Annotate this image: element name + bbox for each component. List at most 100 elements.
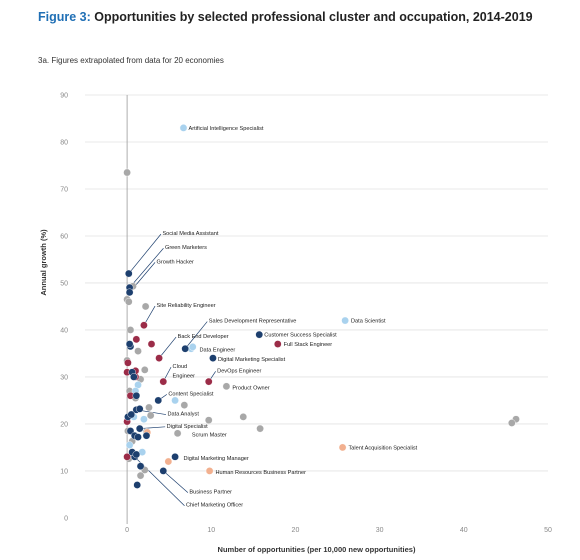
x-tick-label: 0 bbox=[125, 527, 129, 534]
data-point bbox=[132, 335, 141, 344]
figure-title-text: Opportunities by selected professional c… bbox=[94, 10, 533, 24]
data-point bbox=[180, 401, 189, 409]
data-point bbox=[126, 326, 135, 334]
y-tick-label: 30 bbox=[60, 374, 68, 381]
y-tick-label: 0 bbox=[64, 515, 68, 522]
y-tick-label: 40 bbox=[60, 327, 68, 334]
data-point bbox=[125, 288, 134, 297]
data-point bbox=[239, 413, 248, 421]
data-point bbox=[164, 457, 173, 466]
y-tick-label: 20 bbox=[60, 421, 68, 428]
y-tick-label: 50 bbox=[60, 280, 68, 287]
data-point bbox=[273, 340, 282, 348]
x-tick-label: 10 bbox=[207, 527, 215, 534]
x-tick-label: 20 bbox=[292, 527, 300, 534]
data-point bbox=[132, 450, 141, 459]
point-label: Green Marketers bbox=[165, 245, 207, 251]
data-point bbox=[124, 359, 132, 367]
leader-line bbox=[139, 426, 166, 429]
point-label: Customer Success Specialist bbox=[264, 333, 337, 339]
data-point bbox=[255, 330, 264, 339]
data-point bbox=[256, 424, 264, 433]
leader-line bbox=[163, 470, 189, 493]
point-label: Digital Marketing Specialist bbox=[218, 357, 286, 363]
data-point bbox=[171, 453, 179, 461]
data-point bbox=[179, 124, 188, 132]
point-label: Data Engineer bbox=[199, 348, 235, 354]
data-point bbox=[140, 366, 149, 374]
point-label: Digital Specialist bbox=[167, 424, 208, 430]
leader-line bbox=[158, 336, 177, 359]
y-tick-label: 10 bbox=[60, 468, 68, 475]
figure-subtitle: 3a. Figures extrapolated from data for 2… bbox=[38, 56, 224, 65]
leader-line bbox=[184, 321, 208, 349]
data-point bbox=[222, 382, 231, 391]
point-label: Digital Marketing Manager bbox=[183, 456, 248, 462]
data-point bbox=[154, 396, 163, 405]
point-label: Talent Acquisition Specialist bbox=[348, 445, 417, 451]
point-label: Engineer bbox=[173, 374, 196, 380]
point-label: Human Resources Business Partner bbox=[215, 470, 306, 476]
point-label: Growth Hacker bbox=[157, 259, 194, 265]
point-label: Scrum Master bbox=[192, 433, 227, 439]
figure-label: Figure 3: bbox=[38, 10, 91, 24]
point-label: Site Reliability Engineer bbox=[157, 303, 216, 309]
data-point bbox=[124, 297, 133, 306]
data-point bbox=[173, 429, 182, 438]
leader-line bbox=[129, 248, 164, 288]
point-label: DevOps Engineer bbox=[217, 368, 261, 374]
point-label: Data Scientist bbox=[351, 319, 386, 325]
x-tick-label: 40 bbox=[460, 527, 468, 534]
x-tick-label: 50 bbox=[544, 527, 552, 534]
data-point bbox=[127, 410, 136, 419]
data-point bbox=[125, 340, 134, 348]
data-point bbox=[159, 467, 168, 475]
data-point bbox=[145, 403, 153, 412]
data-point bbox=[159, 377, 168, 386]
point-label: Content Specialist bbox=[168, 391, 214, 397]
data-point bbox=[135, 424, 144, 433]
data-point bbox=[142, 431, 151, 440]
y-axis-ticks: 0 10 20 30 40 50 60 70 80 90 bbox=[60, 93, 68, 523]
point-label: Full Stack Engineer bbox=[284, 342, 333, 348]
x-axis-title: Number of opportunities (per 10,000 new … bbox=[218, 545, 416, 554]
data-point bbox=[181, 344, 189, 353]
data-point bbox=[204, 416, 213, 424]
data-point bbox=[140, 321, 148, 330]
point-label: Sales Development Representative bbox=[209, 319, 297, 325]
data-point bbox=[209, 354, 217, 362]
data-points bbox=[123, 124, 520, 489]
data-point bbox=[123, 168, 131, 177]
data-point bbox=[136, 471, 145, 480]
point-labels: Artificial Intelligence Specialist Data S… bbox=[157, 126, 418, 509]
data-point bbox=[123, 453, 131, 461]
data-point bbox=[508, 419, 516, 427]
point-label: Cloud bbox=[173, 364, 188, 370]
leader-line bbox=[128, 233, 162, 274]
data-point bbox=[155, 354, 163, 362]
data-point bbox=[141, 302, 150, 311]
x-tick-label: 30 bbox=[376, 527, 384, 534]
data-point bbox=[338, 443, 347, 452]
data-point bbox=[188, 343, 197, 351]
data-point bbox=[133, 481, 141, 489]
x-axis-ticks: 0 10 20 30 40 50 bbox=[125, 527, 552, 534]
y-tick-label: 70 bbox=[60, 186, 68, 193]
gridlines bbox=[85, 94, 548, 472]
point-label: Chief Marketing Officer bbox=[186, 503, 243, 509]
data-point bbox=[124, 269, 133, 278]
point-label: Back End Developer bbox=[178, 334, 229, 340]
point-label: Social Media Assistant bbox=[162, 231, 218, 237]
data-point bbox=[135, 405, 144, 413]
data-point bbox=[134, 347, 142, 355]
data-point bbox=[140, 415, 148, 424]
data-point bbox=[130, 373, 138, 381]
y-tick-label: 60 bbox=[60, 233, 68, 240]
data-point bbox=[132, 391, 141, 400]
point-label: Data Analyst bbox=[167, 412, 199, 418]
y-tick-label: 80 bbox=[60, 139, 68, 146]
data-point bbox=[146, 411, 155, 420]
point-label: Product Owner bbox=[232, 385, 269, 391]
data-point bbox=[136, 462, 145, 471]
